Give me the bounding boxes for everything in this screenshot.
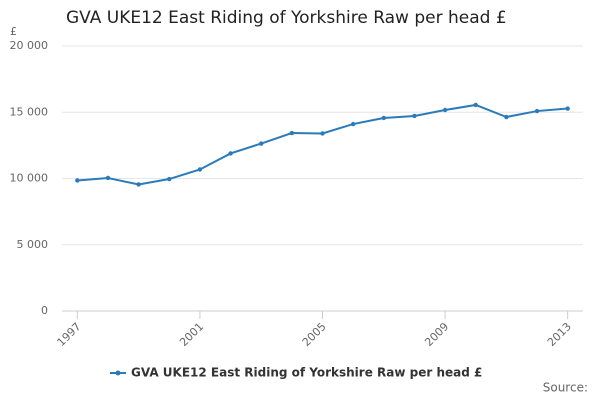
data-point — [197, 167, 203, 172]
data-point — [442, 107, 448, 113]
data-point — [565, 106, 570, 111]
data-point — [412, 113, 417, 119]
data-point — [136, 182, 141, 187]
legend-marker — [115, 370, 121, 376]
y-tick-label: 15 000 — [10, 105, 49, 118]
y-tick-label: 20 000 — [10, 39, 49, 52]
y-tick-label: 5 000 — [17, 238, 49, 251]
data-point — [259, 141, 264, 146]
x-tick-label: 2013 — [545, 320, 574, 349]
source: Source: — [543, 381, 588, 395]
data-point — [228, 151, 233, 156]
x-tick-label: 2005 — [300, 320, 329, 349]
chart-title: GVA UKE12 East Riding of Yorkshire Raw p… — [66, 8, 507, 28]
x-tick-label: 1997 — [55, 320, 84, 349]
data-point — [473, 102, 478, 108]
data-point — [381, 115, 386, 121]
y-tick-label: 0 — [41, 304, 48, 317]
legend-label: GVA UKE12 East Riding of Yorkshire Raw p… — [131, 366, 482, 380]
data-point — [289, 130, 295, 136]
data-point — [105, 175, 111, 181]
y-tick-label: 10 000 — [10, 172, 49, 185]
x-tick-label: 2009 — [422, 320, 451, 349]
data-point — [504, 114, 509, 120]
data-point — [167, 176, 172, 182]
data-line — [77, 103, 568, 186]
x-tick-label: 2001 — [177, 320, 206, 349]
data-point — [534, 108, 540, 114]
data-point — [320, 131, 325, 136]
data-point — [75, 178, 80, 183]
data-point — [350, 121, 356, 127]
y-axis-label: £ — [10, 25, 17, 38]
